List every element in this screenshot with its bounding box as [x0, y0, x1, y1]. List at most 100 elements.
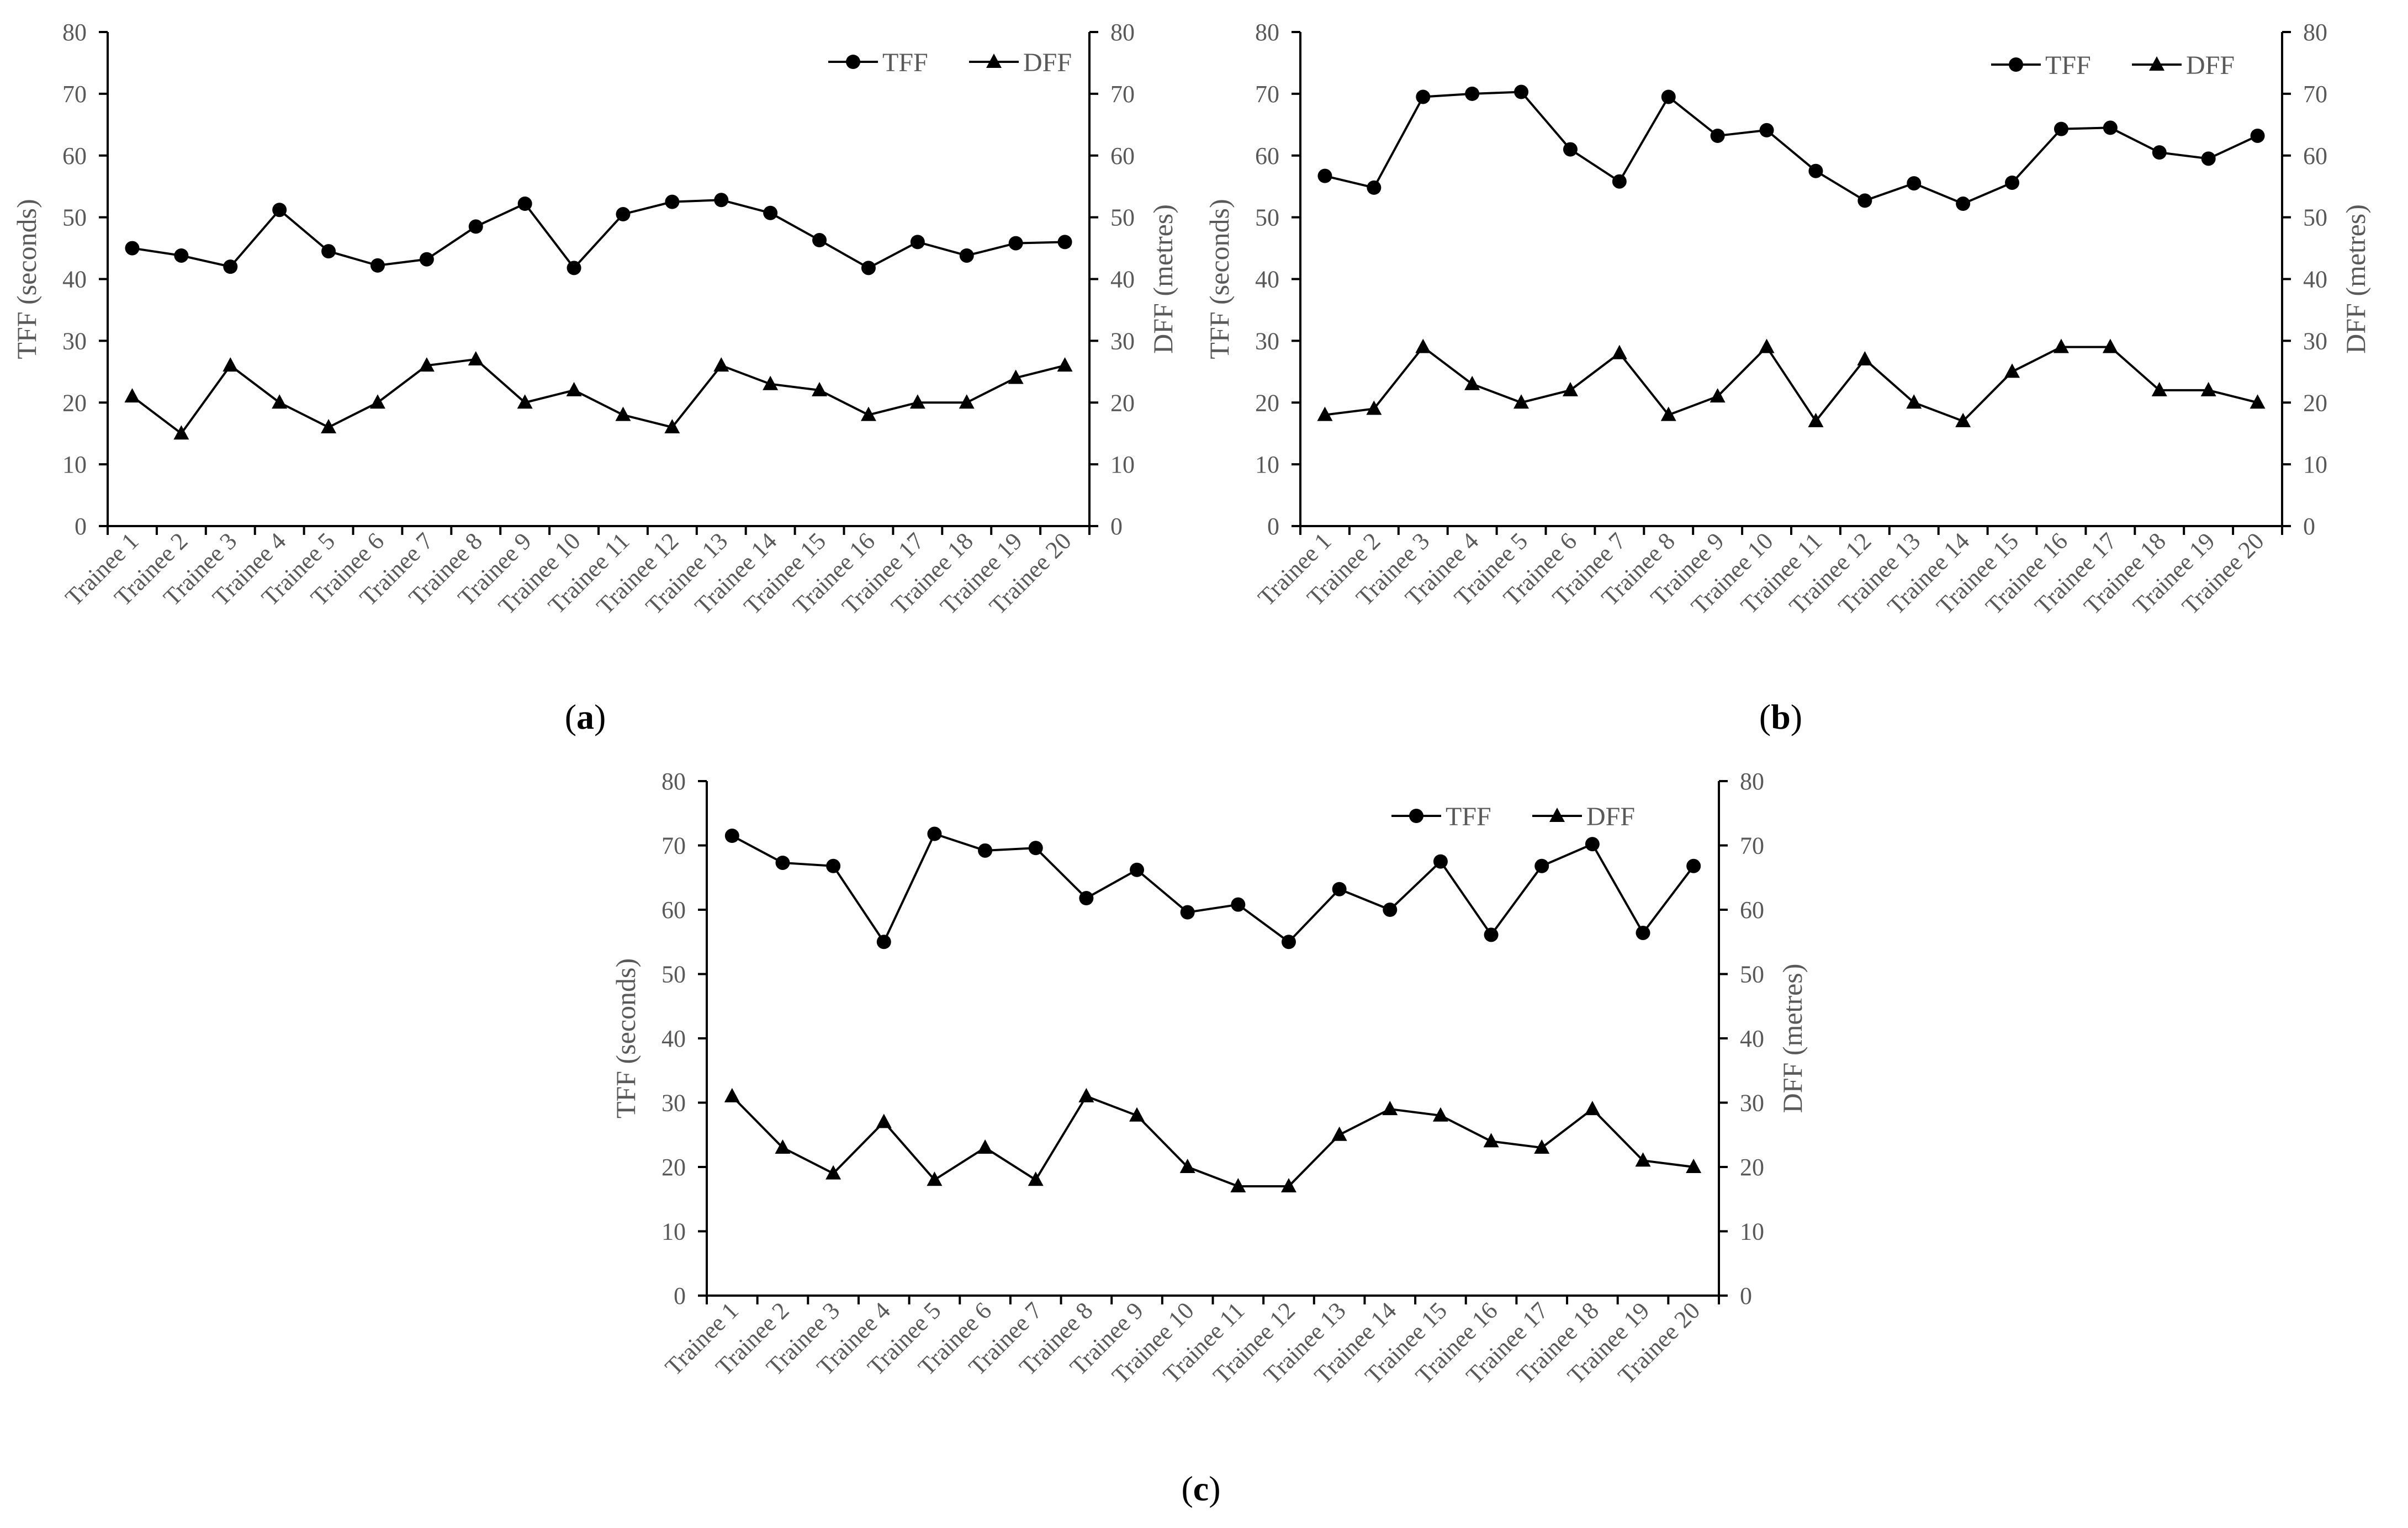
data-point-tff [125, 241, 140, 256]
y-tick-label-right: 60 [1740, 896, 1764, 924]
y-tick-label-left: 50 [62, 204, 87, 231]
data-point-tff [812, 233, 827, 248]
series-line-dff [1325, 345, 2258, 423]
y-tick-label-left: 70 [62, 81, 87, 108]
panel-caption-letter: a [576, 697, 594, 736]
data-point-dff [860, 406, 876, 421]
y-tick-label-left: 10 [62, 451, 87, 478]
panel-caption: (b) [1759, 697, 1802, 736]
data-point-dff [1129, 1107, 1145, 1122]
y-tick-label-left: 50 [661, 961, 686, 988]
y-tick-label-right: 70 [1110, 81, 1135, 108]
data-point-dff [2200, 381, 2216, 396]
data-point-tff [1416, 89, 1431, 104]
data-point-tff [1759, 123, 1774, 137]
y-tick-label-left: 40 [62, 266, 87, 293]
y-tick-label-right: 20 [1740, 1154, 1764, 1181]
data-point-tff [1465, 86, 1480, 101]
legend-label-dff: DFF [1586, 802, 1635, 831]
y-tick-label-right: 0 [2303, 513, 2315, 540]
data-point-tff [1383, 903, 1398, 917]
y-tick-label-right: 10 [2303, 451, 2327, 478]
data-point-dff [2250, 394, 2266, 409]
data-point-tff [763, 205, 778, 220]
series-line-dff [731, 1095, 1694, 1187]
data-point-dff [713, 357, 729, 372]
data-point-tff [272, 203, 287, 217]
y-tick-label-right: 10 [1740, 1218, 1764, 1245]
data-point-dff [1562, 381, 1578, 396]
data-point-dff [2151, 381, 2167, 396]
y-tick-label-left: 70 [661, 832, 686, 860]
y-tick-label-left: 20 [661, 1154, 686, 1181]
data-point-dff [1317, 406, 1333, 421]
data-point-dff [1230, 1177, 1246, 1192]
data-point-tff [1585, 837, 1600, 852]
data-point-tff [1317, 168, 1332, 183]
y-axis-title-left: TFF (seconds) [610, 958, 641, 1118]
y-tick-label-left: 10 [661, 1218, 686, 1245]
data-point-dff [1611, 344, 1627, 359]
y-axis-title-right: DFF (metres) [1147, 204, 1178, 354]
legend-label-dff: DFF [1023, 48, 1072, 77]
data-point-tff [567, 261, 581, 275]
data-point-tff [876, 935, 891, 949]
series-line-tff [731, 832, 1695, 945]
data-point-dff [1280, 1177, 1296, 1192]
data-point-dff [775, 1139, 791, 1154]
y-tick-label-right: 0 [1740, 1282, 1752, 1309]
y-tick-label-left: 60 [62, 142, 87, 169]
data-point-tff [1180, 905, 1195, 920]
data-point-tff [1057, 235, 1072, 250]
data-point-tff [1534, 858, 1549, 873]
y-tick-label-right: 60 [1110, 142, 1135, 169]
data-point-dff [724, 1087, 740, 1102]
data-point-dff [517, 394, 533, 409]
y-tick-label-right: 20 [1110, 389, 1135, 416]
data-point-tff [1563, 142, 1578, 157]
y-tick-label-left: 30 [1255, 327, 1279, 354]
data-point-tff [1367, 180, 1382, 195]
y-tick-label-right: 80 [2303, 19, 2327, 46]
data-point-dff [1660, 406, 1676, 421]
data-point-tff [174, 248, 189, 263]
series-line-tff [1324, 91, 2258, 205]
data-point-dff [1028, 1171, 1044, 1186]
y-tick-label-left: 80 [1255, 19, 1279, 46]
data-point-tff [2152, 145, 2167, 160]
data-point-tff [959, 248, 974, 263]
data-point-tff [927, 826, 942, 841]
data-point-dff [812, 381, 828, 396]
data-point-tff [910, 235, 925, 250]
data-point-tff [1079, 891, 1094, 906]
data-point-dff [876, 1113, 892, 1128]
legend-marker-tff [1409, 809, 1423, 823]
legend-marker-tff [2009, 57, 2023, 72]
data-point-tff [1686, 858, 1701, 873]
data-point-tff [1433, 854, 1448, 869]
data-point-dff [272, 394, 288, 409]
data-point-tff [1857, 193, 1872, 208]
y-tick-label-left: 80 [661, 768, 686, 795]
y-tick-label-left: 0 [75, 513, 87, 540]
data-point-dff [1331, 1126, 1347, 1141]
y-tick-label-right: 30 [1740, 1090, 1764, 1117]
y-axis-title-left: TFF (seconds) [1204, 199, 1235, 359]
y-tick-label-right: 80 [1110, 19, 1135, 46]
y-tick-label-left: 0 [1267, 513, 1279, 540]
data-point-dff [1906, 394, 1922, 409]
data-point-dff [1759, 338, 1775, 353]
panel-caption: (c) [1181, 1469, 1220, 1508]
y-tick-label-left: 30 [62, 327, 87, 354]
y-tick-label-right: 30 [1110, 327, 1135, 354]
data-point-dff [321, 419, 337, 433]
data-point-dff [468, 351, 484, 365]
data-point-tff [1661, 89, 1676, 104]
data-point-dff [1857, 351, 1873, 365]
data-point-dff [2004, 363, 2020, 378]
data-point-tff [724, 829, 739, 843]
series-line-tff [132, 199, 1065, 270]
data-point-tff [826, 858, 841, 873]
data-point-tff [616, 207, 631, 222]
